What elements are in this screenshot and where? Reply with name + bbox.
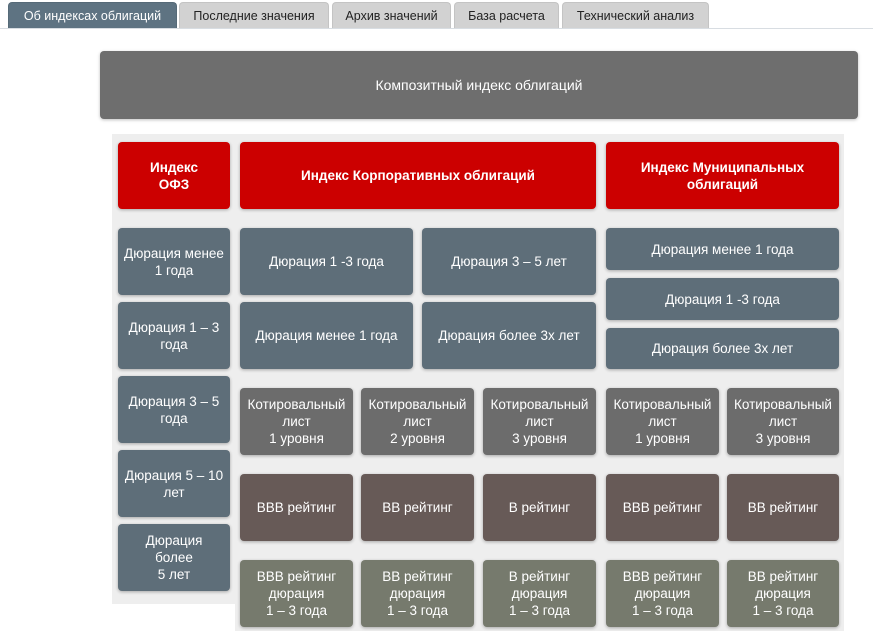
corporate-listing-level-3[interactable]: Котировальный лист 3 уровня: [483, 388, 596, 455]
municipal-listing-level-3[interactable]: Котировальный лист 3 уровня: [727, 388, 839, 455]
corporate-column: [235, 134, 601, 631]
ofz-duration-3-5y[interactable]: Дюрация 3 – 5 года: [118, 376, 230, 443]
municipal-rating-bbb-duration-1-3y[interactable]: BBB рейтинг дюрация 1 – 3 года: [606, 560, 719, 627]
municipal-listing-level-1[interactable]: Котировальный лист 1 уровня: [606, 388, 719, 455]
municipal-duration-1-3y[interactable]: Дюрация 1 -3 года: [606, 278, 839, 320]
ofz-duration-1-3y[interactable]: Дюрация 1 – 3 года: [118, 302, 230, 369]
corporate-rating-bbb[interactable]: BBB рейтинг: [240, 474, 353, 541]
composite-index-box[interactable]: Композитный индекс облигаций: [100, 51, 858, 119]
municipal-rating-bb[interactable]: BB рейтинг: [727, 474, 839, 541]
tab-about-indices[interactable]: Об индексах облигаций: [8, 2, 177, 28]
corporate-duration-3-5y[interactable]: Дюрация 3 – 5 лет: [422, 228, 596, 295]
corporate-rating-b-duration-1-3y[interactable]: B рейтинг дюрация 1 – 3 года: [483, 560, 596, 627]
corporate-duration-1-3y[interactable]: Дюрация 1 -3 года: [240, 228, 413, 295]
corporate-index-header[interactable]: Индекс Корпоративных облигаций: [240, 142, 596, 209]
tab-calculation-base[interactable]: База расчета: [454, 2, 559, 28]
corporate-duration-under-1y[interactable]: Дюрация менее 1 года: [240, 302, 413, 369]
tab-bar: Об индексах облигаций Последние значения…: [0, 0, 873, 29]
municipal-duration-under-1y[interactable]: Дюрация менее 1 года: [606, 228, 839, 270]
tab-latest-values[interactable]: Последние значения: [179, 2, 329, 28]
ofz-index-header[interactable]: Индекс ОФЗ: [118, 142, 230, 209]
municipal-index-header[interactable]: Индекс Муниципальных облигаций: [606, 142, 839, 209]
municipal-duration-over-3y[interactable]: Дюрация более 3х лет: [606, 328, 839, 369]
ofz-duration-under-1y[interactable]: Дюрация менее 1 года: [118, 228, 230, 295]
municipal-rating-bb-duration-1-3y[interactable]: BB рейтинг дюрация 1 – 3 года: [727, 560, 839, 627]
tab-values-archive[interactable]: Архив значений: [332, 2, 451, 28]
corporate-rating-bb[interactable]: BB рейтинг: [361, 474, 474, 541]
municipal-rating-bbb[interactable]: BBB рейтинг: [606, 474, 719, 541]
corporate-rating-bb-duration-1-3y[interactable]: BB рейтинг дюрация 1 – 3 года: [361, 560, 474, 627]
ofz-duration-over-5y[interactable]: Дюрация более 5 лет: [118, 524, 230, 591]
municipal-column: [601, 134, 844, 631]
corporate-listing-level-1[interactable]: Котировальный лист 1 уровня: [240, 388, 353, 455]
ofz-duration-5-10y[interactable]: Дюрация 5 – 10 лет: [118, 450, 230, 517]
corporate-rating-bbb-duration-1-3y[interactable]: BBB рейтинг дюрация 1 – 3 года: [240, 560, 353, 627]
tab-technical-analysis[interactable]: Технический анализ: [562, 2, 709, 28]
corporate-rating-b[interactable]: B рейтинг: [483, 474, 596, 541]
corporate-duration-over-3y[interactable]: Дюрация более 3х лет: [422, 302, 596, 369]
corporate-listing-level-2[interactable]: Котировальный лист 2 уровня: [361, 388, 474, 455]
